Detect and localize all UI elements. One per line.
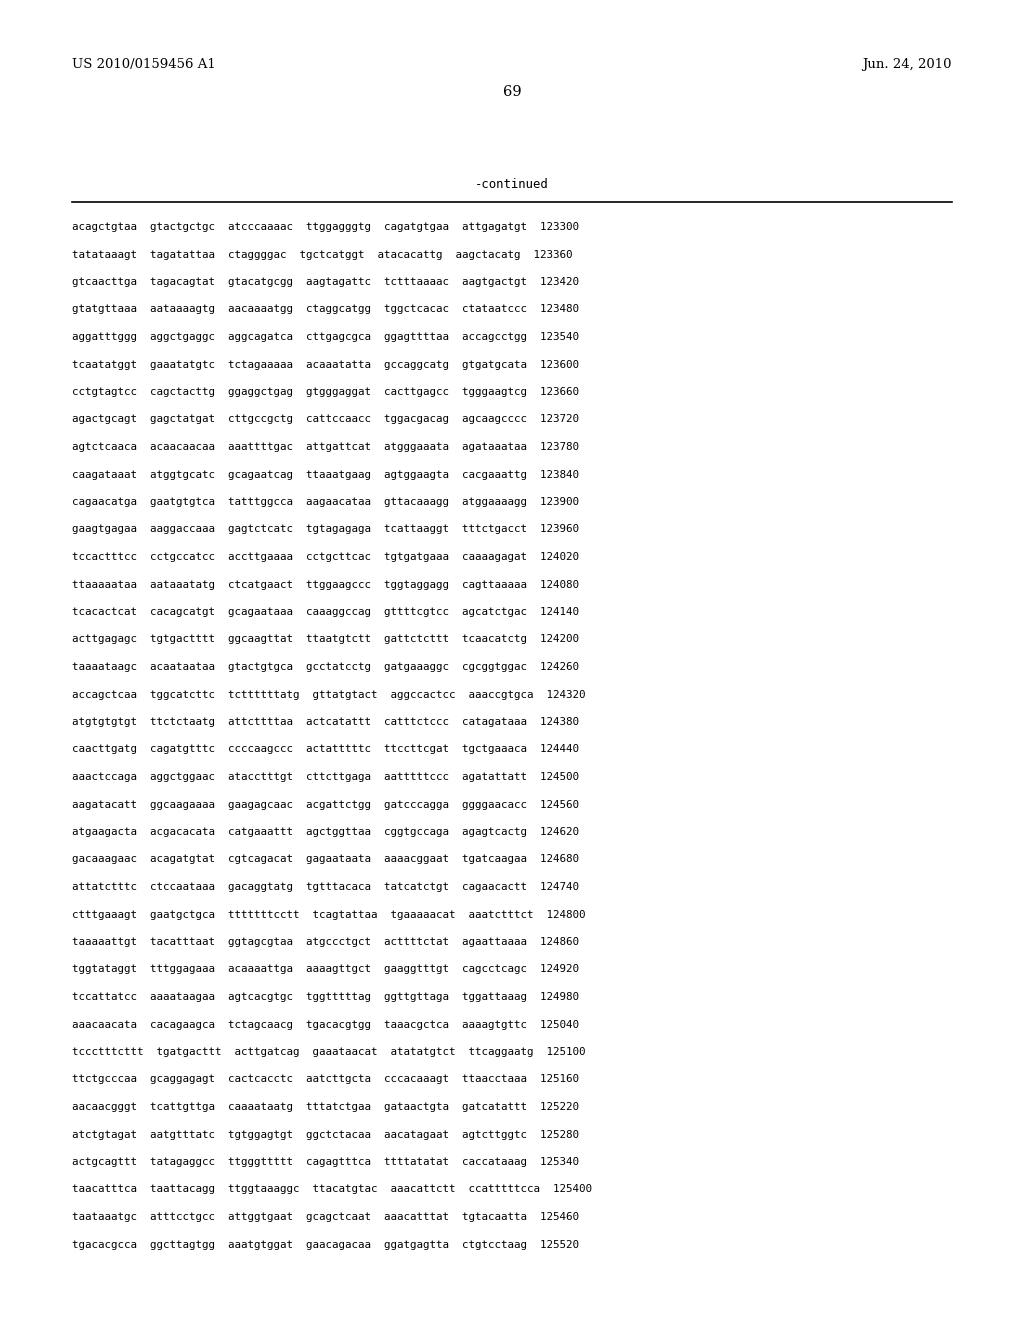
- Text: gacaaagaac  acagatgtat  cgtcagacat  gagaataata  aaaacggaat  tgatcaagaa  124680: gacaaagaac acagatgtat cgtcagacat gagaata…: [72, 854, 579, 865]
- Text: acttgagagc  tgtgactttt  ggcaagttat  ttaatgtctt  gattctcttt  tcaacatctg  124200: acttgagagc tgtgactttt ggcaagttat ttaatgt…: [72, 635, 579, 644]
- Text: gtcaacttga  tagacagtat  gtacatgcgg  aagtagattc  tctttaaaac  aagtgactgt  123420: gtcaacttga tagacagtat gtacatgcgg aagtaga…: [72, 277, 579, 286]
- Text: -continued: -continued: [475, 178, 549, 191]
- Text: aaacaacata  cacagaagca  tctagcaacg  tgacacgtgg  taaacgctca  aaaagtgttc  125040: aaacaacata cacagaagca tctagcaacg tgacacg…: [72, 1019, 579, 1030]
- Text: attatctttc  ctccaataaa  gacaggtatg  tgtttacaca  tatcatctgt  cagaacactt  124740: attatctttc ctccaataaa gacaggtatg tgtttac…: [72, 882, 579, 892]
- Text: gtatgttaaa  aataaaagtg  aacaaaatgg  ctaggcatgg  tggctcacac  ctataatccc  123480: gtatgttaaa aataaaagtg aacaaaatgg ctaggca…: [72, 305, 579, 314]
- Text: aagatacatt  ggcaagaaaa  gaagagcaac  acgattctgg  gatcccagga  ggggaacacc  124560: aagatacatt ggcaagaaaa gaagagcaac acgattc…: [72, 800, 579, 809]
- Text: accagctcaa  tggcatcttc  tcttttttatg  gttatgtact  aggccactcc  aaaccgtgca  124320: accagctcaa tggcatcttc tcttttttatg gttatg…: [72, 689, 586, 700]
- Text: gaagtgagaa  aaggaccaaa  gagtctcatc  tgtagagaga  tcattaaggt  tttctgacct  123960: gaagtgagaa aaggaccaaa gagtctcatc tgtagag…: [72, 524, 579, 535]
- Text: 69: 69: [503, 84, 521, 99]
- Text: taataaatgc  atttcctgcc  attggtgaat  gcagctcaat  aaacatttat  tgtacaatta  125460: taataaatgc atttcctgcc attggtgaat gcagctc…: [72, 1212, 579, 1222]
- Text: tatataaagt  tagatattaa  ctaggggac  tgctcatggt  atacacattg  aagctacatg  123360: tatataaagt tagatattaa ctaggggac tgctcatg…: [72, 249, 572, 260]
- Text: tccattatcc  aaaataagaa  agtcacgtgc  tggtttttag  ggttgttaga  tggattaaag  124980: tccattatcc aaaataagaa agtcacgtgc tggtttt…: [72, 993, 579, 1002]
- Text: taacatttca  taattacagg  ttggtaaaggc  ttacatgtac  aaacattctt  ccatttttcca  125400: taacatttca taattacagg ttggtaaaggc ttacat…: [72, 1184, 592, 1195]
- Text: ttctgcccaa  gcaggagagt  cactcacctc  aatcttgcta  cccacaaagt  ttaacctaaa  125160: ttctgcccaa gcaggagagt cactcacctc aatcttg…: [72, 1074, 579, 1085]
- Text: agactgcagt  gagctatgat  cttgccgctg  cattccaacc  tggacgacag  agcaagcccc  123720: agactgcagt gagctatgat cttgccgctg cattcca…: [72, 414, 579, 425]
- Text: caagataaat  atggtgcatc  gcagaatcag  ttaaatgaag  agtggaagta  cacgaaattg  123840: caagataaat atggtgcatc gcagaatcag ttaaatg…: [72, 470, 579, 479]
- Text: US 2010/0159456 A1: US 2010/0159456 A1: [72, 58, 216, 71]
- Text: actgcagttt  tatagaggcc  ttgggttttt  cagagtttca  ttttatatat  caccataaag  125340: actgcagttt tatagaggcc ttgggttttt cagagtt…: [72, 1158, 579, 1167]
- Text: tcaatatggt  gaaatatgtc  tctagaaaaa  acaaatatta  gccaggcatg  gtgatgcata  123600: tcaatatggt gaaatatgtc tctagaaaaa acaaata…: [72, 359, 579, 370]
- Text: aaactccaga  aggctggaac  atacctttgt  cttcttgaga  aatttttccc  agatattatt  124500: aaactccaga aggctggaac atacctttgt cttcttg…: [72, 772, 579, 781]
- Text: atctgtagat  aatgtttatc  tgtggagtgt  ggctctacaa  aacatagaat  agtcttggtc  125280: atctgtagat aatgtttatc tgtggagtgt ggctcta…: [72, 1130, 579, 1139]
- Text: taaaataagc  acaataataa  gtactgtgca  gcctatcctg  gatgaaaggc  cgcggtggac  124260: taaaataagc acaataataa gtactgtgca gcctatc…: [72, 663, 579, 672]
- Text: Jun. 24, 2010: Jun. 24, 2010: [862, 58, 952, 71]
- Text: cagaacatga  gaatgtgtca  tatttggcca  aagaacataa  gttacaaagg  atggaaaagg  123900: cagaacatga gaatgtgtca tatttggcca aagaaca…: [72, 498, 579, 507]
- Text: aacaacgggt  tcattgttga  caaaataatg  tttatctgaa  gataactgta  gatcatattt  125220: aacaacgggt tcattgttga caaaataatg tttatct…: [72, 1102, 579, 1111]
- Text: acagctgtaa  gtactgctgc  atcccaaaac  ttggagggtg  cagatgtgaa  attgagatgt  123300: acagctgtaa gtactgctgc atcccaaaac ttggagg…: [72, 222, 579, 232]
- Text: tcacactcat  cacagcatgt  gcagaataaa  caaaggccag  gttttcgtcc  agcatctgac  124140: tcacactcat cacagcatgt gcagaataaa caaaggc…: [72, 607, 579, 616]
- Text: ctttgaaagt  gaatgctgca  tttttttcctt  tcagtattaa  tgaaaaacat  aaatctttct  124800: ctttgaaagt gaatgctgca tttttttcctt tcagta…: [72, 909, 586, 920]
- Text: atgaagacta  acgacacata  catgaaattt  agctggttaa  cggtgccaga  agagtcactg  124620: atgaagacta acgacacata catgaaattt agctggt…: [72, 828, 579, 837]
- Text: tccactttcc  cctgccatcc  accttgaaaa  cctgcttcac  tgtgatgaaa  caaaagagat  124020: tccactttcc cctgccatcc accttgaaaa cctgctt…: [72, 552, 579, 562]
- Text: aggatttggg  aggctgaggc  aggcagatca  cttgagcgca  ggagttttaa  accagcctgg  123540: aggatttggg aggctgaggc aggcagatca cttgagc…: [72, 333, 579, 342]
- Text: tccctttcttt  tgatgacttt  acttgatcag  gaaataacat  atatatgtct  ttcaggaatg  125100: tccctttcttt tgatgacttt acttgatcag gaaata…: [72, 1047, 586, 1057]
- Text: taaaaattgt  tacatttaat  ggtagcgtaa  atgccctgct  acttttctat  agaattaaaa  124860: taaaaattgt tacatttaat ggtagcgtaa atgccct…: [72, 937, 579, 946]
- Text: tgacacgcca  ggcttagtgg  aaatgtggat  gaacagacaa  ggatgagtta  ctgtcctaag  125520: tgacacgcca ggcttagtgg aaatgtggat gaacaga…: [72, 1239, 579, 1250]
- Text: ttaaaaataa  aataaatatg  ctcatgaact  ttggaagccc  tggtaggagg  cagttaaaaa  124080: ttaaaaataa aataaatatg ctcatgaact ttggaag…: [72, 579, 579, 590]
- Text: atgtgtgtgt  ttctctaatg  attcttttaa  actcatattt  catttctccc  catagataaa  124380: atgtgtgtgt ttctctaatg attcttttaa actcata…: [72, 717, 579, 727]
- Text: agtctcaaca  acaacaacaa  aaattttgac  attgattcat  atgggaaata  agataaataa  123780: agtctcaaca acaacaacaa aaattttgac attgatt…: [72, 442, 579, 451]
- Text: cctgtagtcc  cagctacttg  ggaggctgag  gtgggaggat  cacttgagcc  tgggaagtcg  123660: cctgtagtcc cagctacttg ggaggctgag gtgggag…: [72, 387, 579, 397]
- Text: tggtataggt  tttggagaaa  acaaaattga  aaaagttgct  gaaggtttgt  cagcctcagc  124920: tggtataggt tttggagaaa acaaaattga aaaagtt…: [72, 965, 579, 974]
- Text: caacttgatg  cagatgtttc  ccccaagccc  actatttttc  ttccttcgat  tgctgaaaca  124440: caacttgatg cagatgtttc ccccaagccc actattt…: [72, 744, 579, 755]
